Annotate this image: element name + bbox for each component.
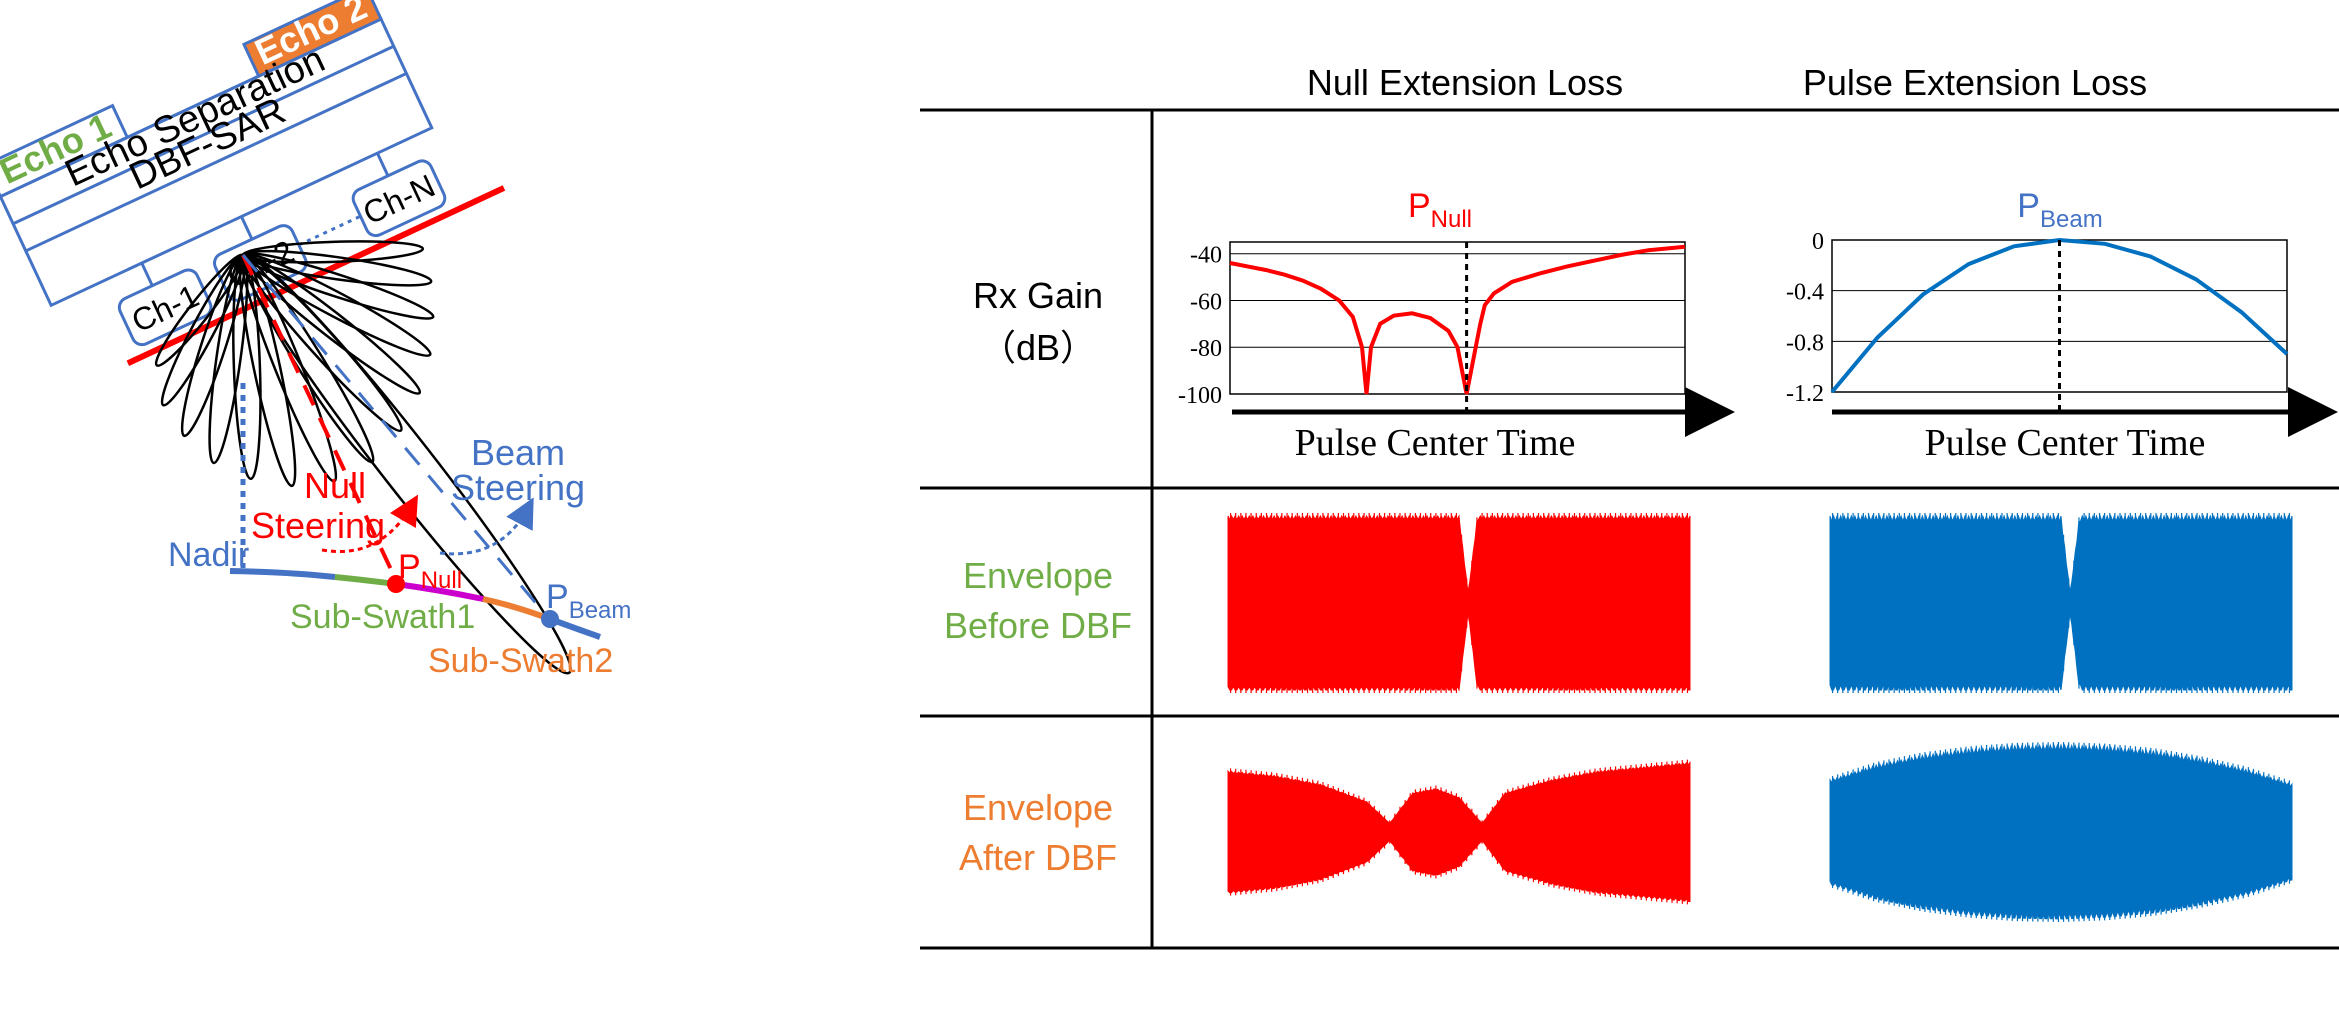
beam-steering-label-1: Beam	[471, 432, 565, 473]
beam-steering-label-2: Steering	[451, 467, 585, 508]
y-tick-label: -80	[1190, 336, 1222, 362]
box-top-edge	[126, 74, 260, 139]
chart-null-rx-gain: PNull -40 -60 -80 -100 Pulse Center Time	[1178, 187, 1735, 464]
chart-beam-rx-gain: PBeam 0 -0.4 -0.8 -1.2 Pulse Center Time	[1786, 187, 2338, 464]
beam-direction-line	[241, 254, 552, 621]
ground-nadir-segment	[229, 568, 336, 580]
envelope-beam-before-dbf	[1829, 513, 2293, 693]
y-tick-label: -1.2	[1786, 381, 1824, 407]
null-steering-arrow	[321, 494, 419, 553]
chart-null-xlabel: Pulse Center Time	[1295, 422, 1576, 464]
column-header-null-extension-loss: Null Extension Loss	[1307, 62, 1623, 103]
row-label-envelope-after-2: After DBF	[959, 837, 1117, 878]
antenna-block: Echo 1 Echo 2 Echo Separation DBF-SAR Ch…	[0, 0, 506, 367]
null-steering-label-2: Steering	[251, 505, 385, 546]
row-label-rx-gain: Rx Gain	[973, 275, 1103, 316]
chart-null-gridlines	[1230, 253, 1685, 348]
chart-beam-xlabel: Pulse Center Time	[1925, 422, 2206, 464]
chart-null-y-ticks: -40 -60 -80 -100	[1178, 243, 1222, 409]
y-tick-label: 0	[1812, 229, 1824, 255]
chart-null-frame	[1229, 241, 1686, 395]
comparison-table: Null Extension Loss Pulse Extension Loss…	[920, 62, 2339, 950]
p-beam-point	[541, 610, 559, 628]
null-steering-label-1: Null	[304, 465, 366, 506]
row-label-rx-gain-unit: （dB）	[980, 327, 1096, 368]
envelope-beam-after-dbf	[1829, 742, 2293, 922]
null-direction-line	[241, 254, 397, 579]
p-beam-label: PBeam	[546, 578, 631, 624]
channel-stem	[240, 215, 254, 240]
channel-ellipsis	[298, 214, 362, 247]
receiver-box-divider	[25, 72, 408, 253]
y-tick-label: -0.8	[1786, 330, 1824, 356]
chart-beam-y-ticks: 0 -0.4 -0.8 -1.2	[1786, 229, 1824, 407]
echo1-box	[0, 103, 130, 199]
chart-beam-title: PBeam	[2017, 187, 2102, 233]
channel-box-n	[351, 159, 447, 238]
ground-sub-swath1	[334, 574, 397, 587]
chart-null-title: PNull	[1408, 187, 1472, 233]
p-null-label: PNull	[398, 548, 462, 594]
envelope-null-before-dbf	[1227, 513, 1691, 693]
nadir-label: Nadir	[168, 536, 249, 574]
row-label-envelope-before-1: Envelope	[963, 555, 1113, 596]
echo2-box	[241, 0, 384, 79]
envelope-null-after-dbf	[1227, 759, 1691, 905]
y-tick-label: -100	[1178, 383, 1222, 409]
p-null-point	[387, 575, 405, 593]
y-tick-label: -60	[1190, 289, 1222, 315]
column-header-pulse-extension-loss: Pulse Extension Loss	[1803, 62, 2147, 103]
row-label-envelope-before-2: Before DBF	[944, 605, 1132, 646]
channel-stem	[376, 152, 390, 177]
chart-null-series-line	[1229, 244, 1686, 395]
y-tick-label: -0.4	[1786, 280, 1824, 306]
geometry-illustration: Echo 1 Echo 2 Echo Separation DBF-SAR Ch…	[0, 0, 631, 680]
receiver-box-divider	[12, 44, 395, 226]
beam-steering-arrow	[439, 497, 534, 556]
sub-swath1-label: Sub-Swath1	[290, 598, 475, 636]
channel-stem	[140, 262, 154, 287]
y-tick-label: -40	[1190, 243, 1222, 269]
row-label-envelope-after-1: Envelope	[963, 787, 1113, 828]
sub-swath2-label: Sub-Swath2	[428, 642, 613, 680]
